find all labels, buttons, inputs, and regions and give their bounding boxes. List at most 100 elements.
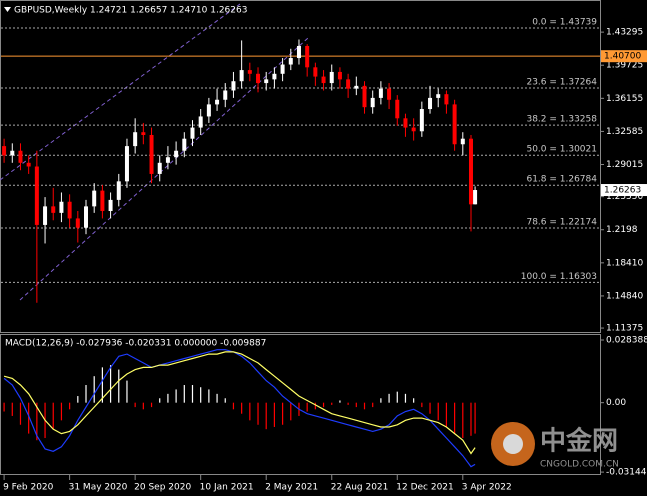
last-price-box xyxy=(601,184,647,197)
histogram-bar xyxy=(118,369,120,403)
histogram-bar xyxy=(60,402,63,421)
y-tick-label: 0.00 xyxy=(606,398,626,408)
candle-body xyxy=(403,118,408,128)
histogram-bar xyxy=(11,402,13,416)
candle-body xyxy=(116,181,121,200)
candle-body xyxy=(133,132,138,147)
candle-body xyxy=(370,97,375,108)
candle-body xyxy=(256,73,261,84)
x-tick-label: 12 Dec 2021 xyxy=(396,483,454,493)
candle-body xyxy=(346,79,351,89)
y-tick-label: 0.028388 xyxy=(606,336,647,346)
fib-label: 0.0 = 1.43739 xyxy=(532,18,597,28)
candle-body xyxy=(436,94,441,98)
candle-body xyxy=(141,132,146,135)
histogram-bar xyxy=(175,389,177,403)
candle-body xyxy=(223,90,228,100)
candle-body xyxy=(362,85,367,108)
candle-body xyxy=(411,127,416,132)
histogram-bar xyxy=(150,402,153,408)
level-label-box xyxy=(601,50,647,63)
fib-label: 23.6 = 1.37264 xyxy=(526,78,597,88)
histogram-bar xyxy=(331,402,333,405)
candle-body xyxy=(468,138,473,205)
y-tick-label: 1.18410 xyxy=(606,258,643,268)
x-tick-label: 2 May 2021 xyxy=(265,483,318,493)
histogram-bar xyxy=(77,396,79,403)
histogram-bar xyxy=(142,402,144,410)
candle-body xyxy=(165,157,170,163)
candle-body xyxy=(59,201,64,213)
histogram-bar xyxy=(183,385,185,403)
candle-body xyxy=(305,45,310,68)
candle-body xyxy=(100,190,105,212)
histogram-bar xyxy=(404,393,407,403)
candle-body xyxy=(337,71,342,80)
y-tick-label: 1.32585 xyxy=(606,127,643,137)
histogram-bar xyxy=(167,393,169,403)
header: GBPUSD,Weekly 1.24721 1.26657 1.24710 1.… xyxy=(14,6,247,16)
candle-body xyxy=(51,206,56,213)
candle-body xyxy=(206,104,211,117)
candle-body xyxy=(34,166,39,225)
candle-body xyxy=(26,162,31,167)
candle-body xyxy=(84,206,89,228)
candle-body xyxy=(182,138,187,151)
fib-label: 61.8 = 1.26784 xyxy=(526,175,597,185)
x-tick-label: 31 May 2020 xyxy=(69,483,128,493)
x-tick-label: 22 Aug 2021 xyxy=(331,483,389,493)
y-tick-label: 1.43295 xyxy=(606,28,643,38)
histogram-bar xyxy=(232,402,235,410)
histogram-bar xyxy=(306,402,308,412)
histogram-bar xyxy=(191,385,194,403)
logo-center xyxy=(503,434,523,454)
candle-body xyxy=(296,45,301,59)
y-tick-label: 1.14840 xyxy=(606,291,643,301)
histogram-bar xyxy=(396,391,398,403)
histogram-bar xyxy=(224,398,226,403)
candle-body xyxy=(272,73,277,80)
candle-body xyxy=(231,81,236,91)
histogram-bar xyxy=(355,402,357,408)
x-tick-label: 10 Jan 2021 xyxy=(200,483,254,493)
histogram-bar xyxy=(93,376,95,403)
histogram-bar xyxy=(273,402,276,427)
macd-title: MACD(12,26,9) -0.027936 -0.020331 0.0000… xyxy=(5,339,266,349)
histogram-bar xyxy=(437,402,439,421)
last-price-label: 1.26263 xyxy=(604,186,641,196)
histogram-bar xyxy=(474,402,476,434)
candle-body xyxy=(149,134,154,174)
candle-body xyxy=(43,206,48,225)
x-tick-label: 9 Feb 2020 xyxy=(3,483,54,493)
candle-body xyxy=(124,146,129,182)
candle-body xyxy=(239,70,244,82)
macd-line xyxy=(3,349,476,468)
histogram-bar xyxy=(363,402,366,410)
histogram-bar xyxy=(257,402,259,425)
histogram-bar xyxy=(52,402,54,430)
candle-body xyxy=(473,190,478,205)
histogram-bar xyxy=(19,402,22,425)
fib-label: 78.6 = 1.22174 xyxy=(526,217,597,227)
channel-line xyxy=(0,3,241,181)
level-label: 1.40700 xyxy=(604,52,641,62)
histogram-bar xyxy=(462,402,464,439)
histogram-bar xyxy=(413,398,415,403)
candle-body xyxy=(460,138,465,145)
histogram-bar xyxy=(281,402,284,425)
histogram-bar xyxy=(429,402,431,414)
watermark: 中金网 CNGOLD.COM.CN xyxy=(491,422,619,470)
candle-body xyxy=(2,146,7,156)
histogram-bar xyxy=(241,402,243,414)
histogram-bar xyxy=(470,402,472,436)
histogram-bar xyxy=(28,402,30,434)
histogram-bar xyxy=(69,402,71,410)
candle-body xyxy=(419,109,424,132)
x-tick-label: 20 Sep 2020 xyxy=(134,483,191,493)
candle-body xyxy=(247,70,252,74)
candle-body xyxy=(10,150,15,156)
candle-body xyxy=(174,150,179,158)
candle-body xyxy=(18,150,23,163)
histogram-bar xyxy=(249,402,251,421)
